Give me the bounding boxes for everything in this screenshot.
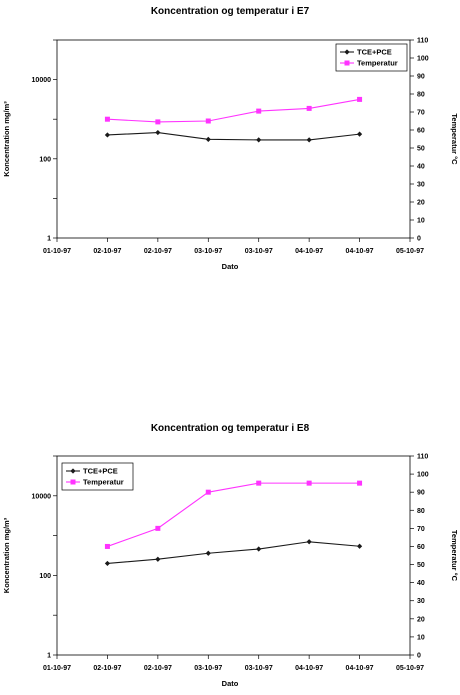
chart2-y-tick-label: 100 [39,573,51,580]
chart1-tce-pce-point [356,131,363,137]
chart2-y2-axis-label: Temperatur °C [450,530,459,582]
chart1-legend-tce-pce-marker [344,49,350,55]
chart2-y2-tick-label: 100 [417,472,429,479]
chart2-x-tick-label: 03-10-97 [245,665,273,672]
chart2-y-tick-label: 1 [47,653,51,660]
chart2-plot-frame [56,455,411,656]
chart1-y2-tick-label: 30 [417,182,425,189]
chart2-temperatur-point [155,525,161,531]
chart1-temperatur-point [205,118,211,124]
chart1-y-tick-label: 1 [47,236,51,243]
chart1-x-tick-label: 05-10-97 [396,248,424,255]
chart1-x-tick-label: 02-10-97 [144,248,172,255]
chart1-temperatur-line [107,98,360,123]
chart2-x-axis-label: Dato [222,679,239,688]
chart1-temperatur-point [357,96,363,102]
chart1-x-tick-label: 03-10-97 [194,248,222,255]
chart1-y-tick-label: 10000 [32,77,52,84]
chart1-y2-axis-label: Temperatur °C [450,113,459,165]
chart2-tce-pce-point [256,546,262,552]
chart1-temperatur-point [306,105,312,111]
chart1-y2-tick-label: 50 [417,146,425,153]
chart1-x-tick-label: 04-10-97 [346,248,374,255]
chart1-title: Koncentration og temperatur i E7 [151,6,310,17]
chart1-y2-tick-label: 70 [417,110,425,117]
chart1-legend-tce-pce-label: TCE+PCE [357,48,392,57]
chart2-legend-temperatur-marker [70,479,76,485]
chart2-x-tick-label: 05-10-97 [396,665,424,672]
chart2-y2-tick-label: 90 [417,490,425,497]
chart1-y-axis-label: Koncentration mg/m³ [2,101,11,177]
chart2-y2-tick-label: 80 [417,508,425,515]
chart1-tce-pce-point [104,132,111,138]
chart1-y2-tick-label: 110 [417,38,428,45]
chart2-temperatur-point [104,543,110,549]
chart2-y2-tick-label: 40 [417,580,425,587]
chart2-x-tick-label: 04-10-97 [346,665,374,672]
chart1-tce-pce-point [155,129,161,136]
chart1-temperatur-point [104,116,110,122]
chart1-tce-pce-point [256,137,262,143]
chart1-legend-box [335,43,408,72]
chart1-y2-tick-label: 80 [417,92,425,99]
chart1-tce-pce-point [306,137,312,143]
chart1-legend-temperatur-label: Temperatur [357,59,398,68]
chart1-plot-frame [56,39,411,239]
chart1-temperatur-point [155,119,161,125]
chart2-y2-tick-label: 20 [417,616,425,623]
chart2-tce-pce-point [205,550,211,556]
chart2-y2-tick-label: 50 [417,562,425,569]
chart2-y2-tick-label: 110 [417,454,428,461]
chart2-temperatur-point [357,480,363,486]
chart2-legend-box [61,462,134,491]
chart2-x-tick-label: 01-10-97 [43,665,71,672]
chart1-legend-temperatur-marker [344,60,350,66]
chart1-y2-tick-label: 100 [417,56,429,63]
chart2-y2-tick-label: 70 [417,526,425,533]
chart1-y2-tick-label: 90 [417,74,425,81]
chart1-tce-pce-line [107,132,360,141]
chart2-y2-tick-label: 0 [417,653,421,660]
chart2-tce-pce-line [107,541,360,564]
chart2-tce-pce-point [104,560,111,567]
chart2-tce-pce-point [356,543,363,549]
chart2-tce-pce-point [306,539,312,545]
chart2-y-axis-label: Koncentration mg/m³ [2,517,11,593]
chart1-x-tick-label: 02-10-97 [93,248,121,255]
chart1-x-axis-label: Dato [222,262,239,271]
chart1-tce-pce-point [205,136,211,142]
chart2-y-tick-label: 10000 [32,493,52,500]
chart2-y2-tick-label: 60 [417,544,425,551]
chart2-tce-pce-point [155,556,161,562]
chart2-temperatur-point [256,480,262,486]
chart2-temperatur-line [107,482,360,547]
chart2-x-tick-label: 04-10-97 [295,665,323,672]
chart2-x-tick-label: 02-10-97 [93,665,121,672]
chart2-temperatur-point [306,480,312,486]
chart1-x-tick-label: 03-10-97 [245,248,273,255]
chart2-legend-temperatur-label: Temperatur [83,478,124,487]
chart2-temperatur-point [205,489,211,495]
chart2-legend-tce-pce-marker [70,468,76,474]
chart1-y2-tick-label: 40 [417,164,425,171]
chart1-y2-tick-label: 60 [417,128,425,135]
chart1-y2-tick-label: 10 [417,218,425,225]
chart2-x-tick-label: 02-10-97 [144,665,172,672]
chart2-title: Koncentration og temperatur i E8 [151,423,310,434]
chart2-y2-tick-label: 30 [417,598,425,605]
chart2-y2-tick-label: 10 [417,634,425,641]
chart2-legend-tce-pce-label: TCE+PCE [83,467,118,476]
chart2-x-tick-label: 03-10-97 [194,665,222,672]
chart1-x-tick-label: 04-10-97 [295,248,323,255]
chart1-x-tick-label: 01-10-97 [43,248,71,255]
chart1-y2-tick-label: 0 [417,236,421,243]
chart1-y-tick-label: 100 [39,156,51,163]
chart1-y2-tick-label: 20 [417,200,425,207]
chart1-temperatur-point [256,108,262,114]
